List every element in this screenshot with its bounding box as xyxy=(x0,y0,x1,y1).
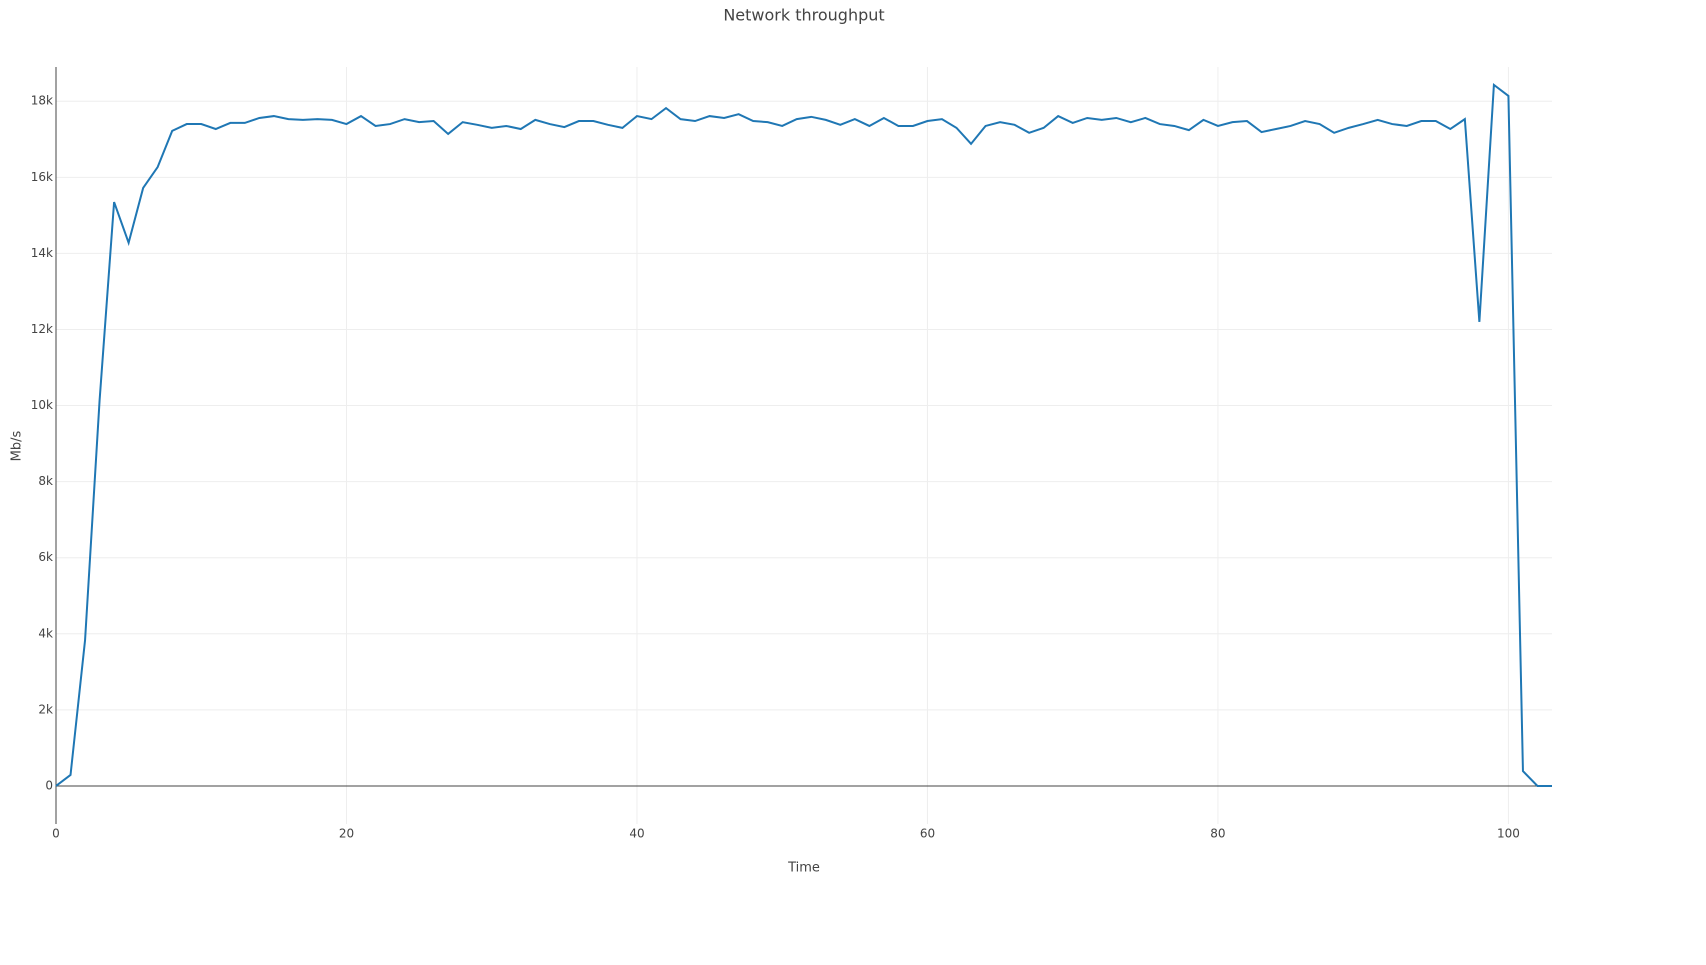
x-tick-label: 80 xyxy=(1210,827,1225,841)
y-tick-label: 4k xyxy=(38,626,53,640)
y-tick-label: 2k xyxy=(38,702,53,716)
data-line xyxy=(55,82,1552,787)
x-tick-label: 20 xyxy=(339,827,354,841)
y-tick-label: 10k xyxy=(31,398,53,412)
x-axis-title: Time xyxy=(787,861,820,876)
y-tick-label: 18k xyxy=(31,94,53,108)
y-tick-label: 14k xyxy=(31,246,53,260)
y-tick-label: 8k xyxy=(38,474,53,488)
x-tick-label: 0 xyxy=(52,827,60,841)
chart-title: Network throughput xyxy=(723,6,884,25)
x-tick-label: 40 xyxy=(629,827,644,841)
y-tick-label: 0 xyxy=(45,778,53,792)
x-tick-label: 60 xyxy=(920,827,935,841)
y-tick-label: 12k xyxy=(31,322,53,336)
x-tick-label: 100 xyxy=(1497,827,1520,841)
y-tick-label: 6k xyxy=(38,550,53,564)
y-tick-label: 16k xyxy=(31,170,53,184)
y-axis-title: Mb/s xyxy=(10,430,25,461)
